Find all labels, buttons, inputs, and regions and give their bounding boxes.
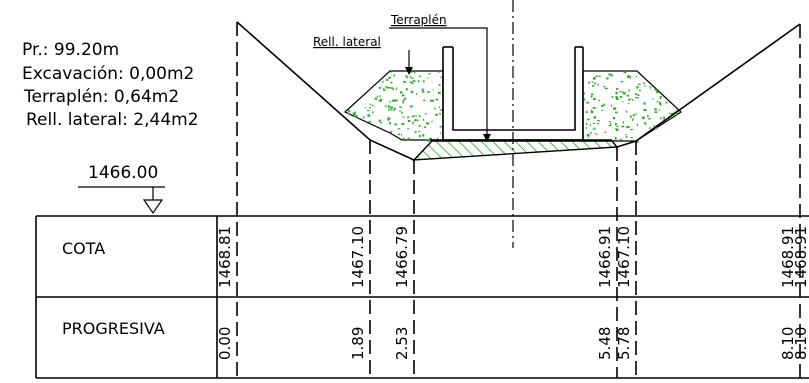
progresiva-value-2: 1.89 (349, 327, 367, 360)
rell-lateral-left-area (343, 70, 444, 142)
terraplen-leader (389, 27, 488, 136)
row-label-cota: COTA (62, 239, 105, 258)
info-pr: Pr.: 99.20m (22, 40, 119, 60)
data-table (35, 215, 809, 379)
row-label-progresiva: PROGRESIVA (62, 319, 165, 338)
cota-value-7: 1468.91 (792, 226, 809, 288)
cota-value-3: 1466.79 (393, 226, 411, 288)
terraplen-arrow (483, 134, 491, 142)
info-excavacion: Excavación: 0,00m2 (22, 64, 194, 84)
progresiva-value-3: 2.53 (393, 327, 411, 360)
progresiva-value-1: 0.00 (216, 327, 234, 360)
progresiva-value-5: 5.78 (615, 327, 633, 360)
rell-lateral-arrow (405, 67, 413, 75)
cota-value-6: 1468.91 (779, 226, 797, 288)
cota-value-5: 1467.10 (615, 226, 633, 288)
info-rell-lateral: Rell. lateral: 2,44m2 (26, 110, 199, 130)
info-terraplen: Terraplén: 0,64m2 (23, 87, 179, 107)
datum-label: 1466.00 (88, 163, 158, 183)
progresiva-value-4: 5.48 (596, 327, 614, 360)
rell-lateral-label: Rell. lateral (313, 35, 381, 49)
station-values: 1468.81 0.00 1467.10 1.89 1466.79 2.53 1466.91… (216, 226, 809, 360)
progresiva-value-7: 8.10 (792, 327, 809, 360)
terraplen-label: Terraplén (390, 13, 447, 27)
cota-value-2: 1467.10 (349, 226, 367, 288)
terraplen-area (412, 140, 619, 161)
cota-value-4: 1466.91 (596, 226, 614, 288)
progresiva-value-6: 8.10 (779, 327, 797, 360)
datum-triangle (142, 199, 164, 215)
cota-value-1: 1468.81 (216, 226, 234, 288)
rell-lateral-right-area (582, 70, 682, 143)
